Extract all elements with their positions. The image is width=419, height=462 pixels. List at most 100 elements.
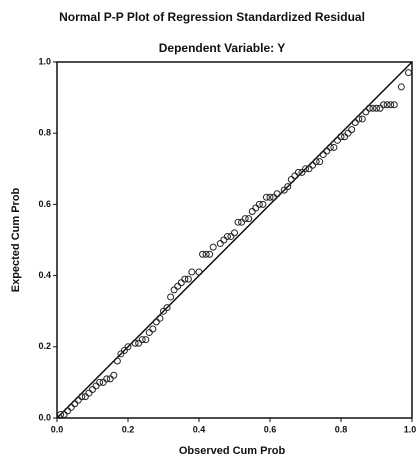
point [351, 119, 359, 127]
point [167, 293, 175, 301]
point [362, 108, 370, 116]
point [67, 403, 75, 411]
y-tick-label: 0.8 [38, 128, 51, 138]
point [312, 158, 320, 166]
point [89, 386, 96, 394]
point [273, 190, 281, 198]
point [184, 275, 192, 283]
point [369, 104, 377, 112]
point [248, 208, 256, 216]
point [291, 172, 299, 180]
point [124, 343, 132, 351]
point [81, 393, 89, 401]
plot-frame [56, 61, 413, 419]
point [326, 143, 334, 151]
chart-subtitle: Dependent Variable: Y [159, 41, 286, 55]
x-tick-label: 0.8 [335, 424, 348, 434]
point [163, 304, 171, 312]
point [344, 129, 352, 137]
point [206, 250, 214, 258]
point [85, 389, 93, 397]
point [305, 165, 313, 173]
y-tick-label: 0.2 [38, 341, 51, 351]
point [177, 279, 185, 287]
x-tick-label: 1.0 [404, 424, 417, 434]
point [280, 186, 288, 194]
point [316, 158, 324, 166]
point [170, 286, 178, 294]
point [135, 339, 143, 347]
point [181, 275, 189, 283]
point [309, 161, 317, 169]
point [355, 115, 363, 123]
point [174, 282, 182, 290]
point [252, 204, 260, 212]
point [99, 378, 107, 386]
point [294, 168, 302, 176]
point [138, 336, 146, 344]
point [156, 314, 164, 322]
point [145, 329, 153, 337]
y-tick-label: 1.0 [38, 56, 51, 66]
point [302, 165, 309, 173]
point [188, 268, 196, 276]
point [270, 193, 278, 201]
point [245, 215, 253, 223]
x-tick-label: 0.0 [51, 424, 64, 434]
point [152, 318, 160, 326]
point [113, 357, 121, 365]
point [149, 325, 157, 333]
point [64, 407, 72, 415]
point [106, 375, 114, 383]
point [323, 147, 331, 155]
point [380, 101, 388, 109]
point [341, 133, 349, 141]
point [131, 339, 139, 347]
point [255, 200, 263, 208]
point [216, 240, 224, 248]
y-axis-label: Expected Cum Prob [10, 187, 22, 292]
point [376, 104, 384, 112]
point [397, 83, 405, 91]
point [71, 400, 79, 408]
point [202, 250, 210, 258]
point [387, 101, 395, 109]
point [78, 393, 86, 401]
point [103, 375, 111, 383]
point [238, 218, 246, 226]
point [220, 236, 228, 244]
reference-line [56, 61, 413, 419]
chart-title: Normal P-P Plot of Regression Standardiz… [59, 10, 365, 24]
point [365, 104, 373, 112]
point [234, 218, 242, 226]
point [390, 101, 398, 109]
y-tick-label: 0.4 [38, 270, 51, 280]
point [337, 133, 345, 141]
point [330, 143, 338, 151]
point [348, 126, 356, 134]
point [223, 232, 231, 240]
point [231, 229, 238, 237]
point [358, 115, 366, 123]
y-tick-label: 0.6 [38, 199, 51, 209]
point [60, 410, 68, 418]
x-tick-label: 0.2 [122, 424, 135, 434]
point [266, 193, 274, 201]
x-tick-label: 0.6 [264, 424, 277, 434]
point [227, 232, 235, 240]
point [319, 151, 327, 159]
point [333, 136, 341, 144]
point [259, 200, 267, 208]
point [373, 104, 380, 112]
point [287, 175, 295, 183]
point [284, 183, 292, 191]
point [195, 268, 203, 276]
point [209, 243, 217, 251]
y-tick-label: 0.0 [38, 412, 51, 422]
x-axis-label: Observed Cum Prob [179, 445, 286, 457]
point [404, 69, 412, 77]
point [298, 168, 306, 176]
point [383, 101, 391, 109]
point [142, 336, 150, 344]
